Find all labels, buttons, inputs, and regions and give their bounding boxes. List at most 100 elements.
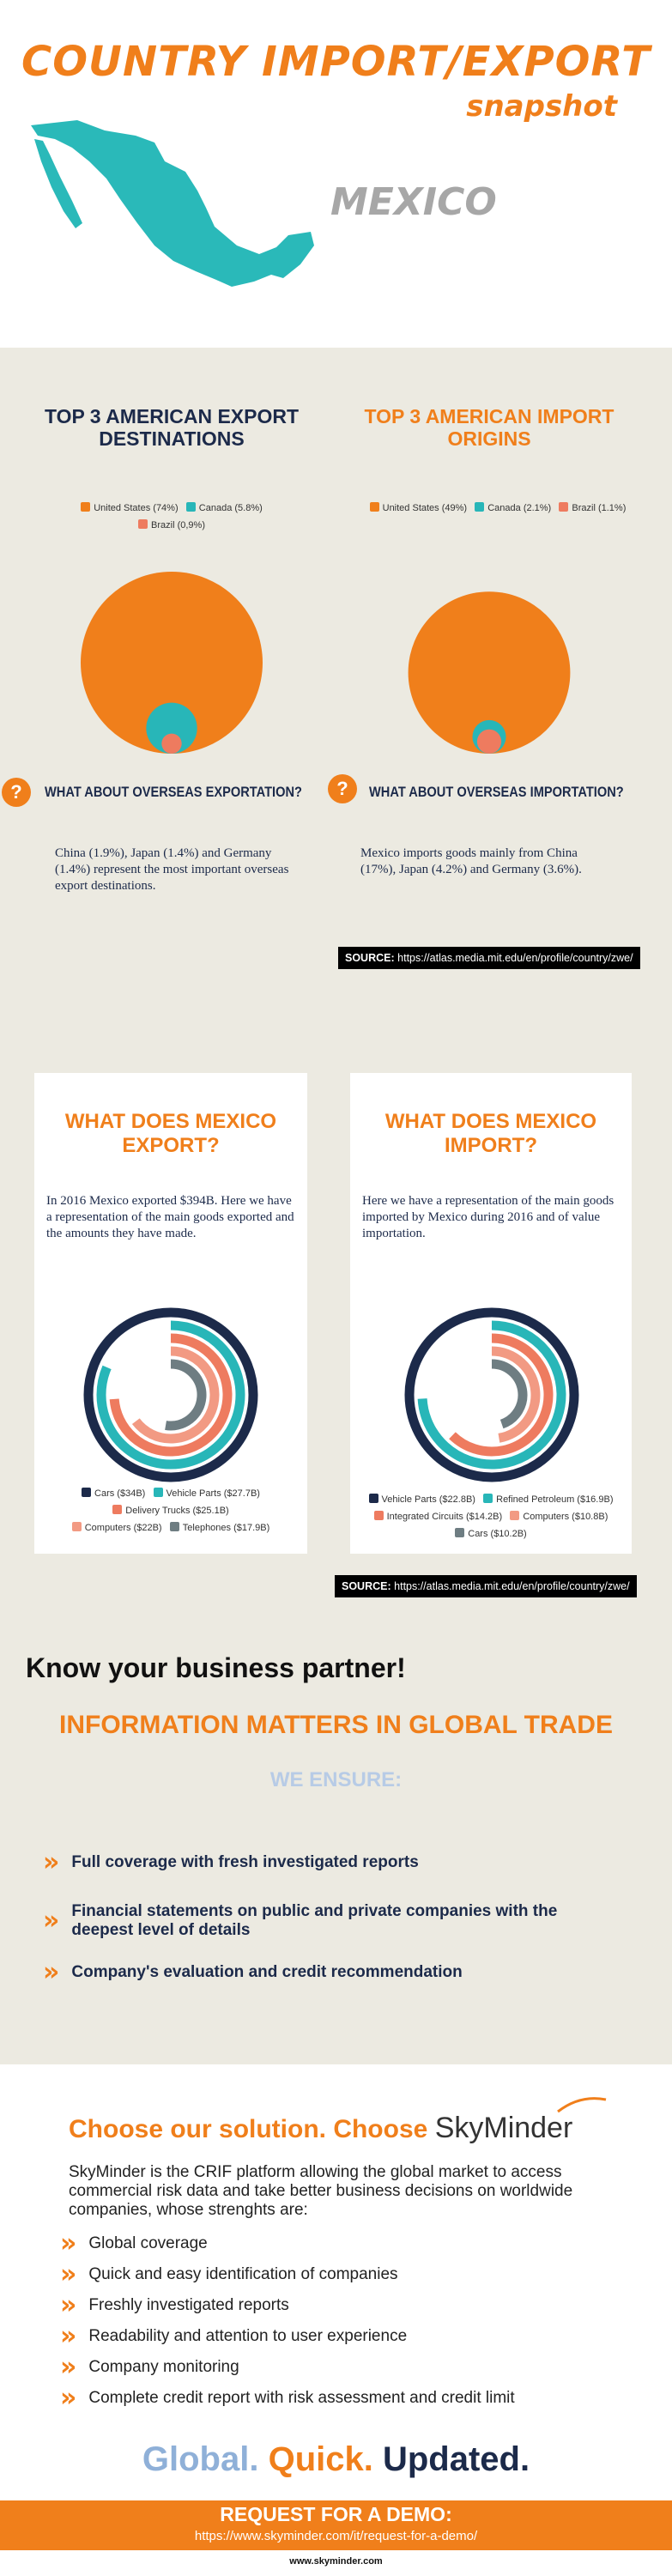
skyminder-logo: SkyMinder <box>434 2112 573 2144</box>
skyminder-swoosh-icon <box>557 2097 607 2113</box>
solution-intro: SkyMinder is the CRIF platform allowing … <box>69 2163 573 2219</box>
chevron-right-icon: » <box>60 2321 77 2351</box>
legend-item: Vehicle Parts ($22.8B) <box>368 1494 475 1505</box>
overseas-exportation-text: China (1.9%), Japan (1.4%) and Germany (… <box>55 846 289 893</box>
legend-item: Integrated Circuits ($14.2B) <box>373 1511 502 1522</box>
source-link[interactable]: https://atlas.media.mit.edu/en/profile/c… <box>397 952 633 964</box>
exports-card-text: In 2016 Mexico exported $394B. Here we h… <box>46 1194 294 1240</box>
ensure-item: » Financial statements on public and pri… <box>43 1902 558 1939</box>
feature-item: » Global coverage <box>60 2228 208 2258</box>
radial-bar-vehicle-parts <box>404 1307 579 1482</box>
legend-item: Canada (2.1%) <box>475 502 551 513</box>
radial-bar-delivery-trucks <box>109 1333 233 1457</box>
chevron-right-icon: » <box>60 2383 77 2413</box>
overseas-exportation-question: WHAT ABOUT OVERSEAS EXPORTATION? <box>45 784 302 800</box>
legend-item: Refined Petroleum ($16.9B) <box>483 1494 613 1505</box>
legend-item: Telephones ($17.9B) <box>169 1522 269 1533</box>
export-destinations-chart <box>81 572 263 754</box>
legend-swatch <box>169 1522 179 1531</box>
question-icon: ? <box>328 774 357 803</box>
chevron-right-icon: » <box>60 2290 77 2320</box>
legend-item: Vehicle Parts ($27.7B) <box>153 1488 260 1499</box>
overseas-importation-text: Mexico imports goods mainly from China (… <box>360 846 582 876</box>
legend-item: Delivery Trucks ($25.1B) <box>112 1505 229 1516</box>
partner-subheading: INFORMATION MATTERS IN GLOBAL TRADE <box>59 1711 613 1739</box>
overseas-importation-question: WHAT ABOUT OVERSEAS IMPORTATION? <box>369 784 624 800</box>
slogan: Global. Quick. Updated. <box>142 2440 530 2478</box>
legend-item: United States (74%) <box>81 502 179 513</box>
footer-link[interactable]: www.skyminder.com <box>289 2556 383 2567</box>
exports-radial-chart <box>83 1307 258 1482</box>
export-destinations-title: TOP 3 AMERICAN EXPORT DESTINATIONS <box>44 405 300 450</box>
radial-bar-vehicle-parts <box>96 1320 245 1470</box>
chevron-right-icon: » <box>43 1906 60 1936</box>
chevron-right-icon: » <box>60 2228 77 2258</box>
imports-card-text: Here we have a representation of the mai… <box>362 1194 614 1240</box>
source-note: SOURCE: https://atlas.media.mit.edu/en/p… <box>338 947 640 969</box>
legend-swatch <box>153 1488 163 1497</box>
partner-section <box>0 1601 672 2064</box>
legend-item: Canada (5.8%) <box>185 502 263 513</box>
legend-swatch <box>455 1528 465 1537</box>
ensure-item: » Company's evaluation and credit recomm… <box>43 1957 463 1987</box>
export-destinations-legend: United States (74%) Canada (5.8%) Brazil… <box>17 500 326 534</box>
feature-item: » Company monitoring <box>60 2352 239 2382</box>
legend-swatch <box>368 1494 378 1503</box>
legend-item: United States (49%) <box>369 502 467 513</box>
bubble-brazil <box>476 729 502 754</box>
legend-item: Computers ($22B) <box>71 1522 162 1533</box>
legend-swatch <box>369 502 379 512</box>
legend-swatch <box>510 1511 520 1520</box>
radial-bar-telephones <box>165 1359 207 1431</box>
bubble-brazil <box>161 733 182 754</box>
demo-link[interactable]: https://www.skyminder.com/it/request-for… <box>194 2529 478 2543</box>
ensure-item: » Full coverage with fresh investigated … <box>43 1847 419 1877</box>
legend-swatch <box>81 502 91 512</box>
chevron-right-icon: » <box>60 2352 77 2382</box>
legend-swatch <box>138 519 148 529</box>
legend-swatch <box>483 1494 493 1503</box>
legend-swatch <box>373 1511 384 1520</box>
import-origins-chart <box>408 591 571 754</box>
legend-swatch <box>185 502 196 512</box>
legend-item: Cars ($34B) <box>82 1488 145 1499</box>
imports-legend: Vehicle Parts ($22.8B) Refined Petroleum… <box>350 1491 632 1543</box>
partner-heading: Know your business partner! <box>26 1652 406 1683</box>
legend-item: Cars ($10.2B) <box>455 1528 527 1539</box>
radial-bar-computers <box>491 1346 541 1443</box>
source-link[interactable]: https://atlas.media.mit.edu/en/profile/c… <box>394 1580 630 1592</box>
we-ensure-label: WE ENSURE: <box>269 1768 403 1791</box>
bubble-united-states <box>81 572 263 754</box>
import-origins-legend: United States (49%) Canada (2.1%) Brazil… <box>343 500 652 517</box>
feature-item: » Complete credit report with risk assess… <box>60 2383 515 2413</box>
source-note: SOURCE: https://atlas.media.mit.edu/en/p… <box>335 1575 637 1597</box>
demo-label: REQUEST FOR A DEMO: <box>220 2503 452 2525</box>
import-origins-title: TOP 3 AMERICAN IMPORT ORIGINS <box>364 405 614 450</box>
solution-heading: Choose our solution. Choose SkyMinder <box>69 2112 573 2144</box>
legend-swatch <box>82 1488 92 1497</box>
legend-item: Computers ($10.8B) <box>510 1511 608 1522</box>
country-name: MEXICO <box>330 180 497 224</box>
infographic-subtitle: snapshot <box>466 89 617 124</box>
infographic-title: COUNTRY IMPORT/EXPORT <box>21 38 651 86</box>
radial-bar-refined-petroleum <box>417 1320 566 1470</box>
chevron-right-icon: » <box>43 1847 60 1877</box>
radial-bar-computers <box>131 1346 220 1444</box>
question-icon: ? <box>2 778 31 807</box>
legend-swatch <box>475 502 485 512</box>
legend-item: Brazil (1.1%) <box>559 502 626 513</box>
mexico-map-icon <box>31 120 314 287</box>
bubble-united-states <box>408 591 571 754</box>
legend-swatch <box>112 1505 123 1514</box>
feature-item: » Readability and attention to user exper… <box>60 2321 408 2351</box>
bubble-canada <box>146 702 197 754</box>
imports-radial-chart <box>404 1307 579 1482</box>
imports-card-title: WHAT DOES MEXICO IMPORT? <box>384 1110 597 1157</box>
demo-banner: REQUEST FOR A DEMO: https://www.skyminde… <box>0 2500 672 2550</box>
feature-item: » Freshly investigated reports <box>60 2290 289 2320</box>
chevron-right-icon: » <box>60 2259 77 2289</box>
exports-card-title: WHAT DOES MEXICO EXPORT? <box>64 1110 277 1157</box>
chevron-right-icon: » <box>43 1957 60 1987</box>
radial-bar-integrated-circuits <box>449 1333 554 1457</box>
exports-legend: Cars ($34B) Vehicle Parts ($27.7B) Deliv… <box>34 1485 307 1537</box>
